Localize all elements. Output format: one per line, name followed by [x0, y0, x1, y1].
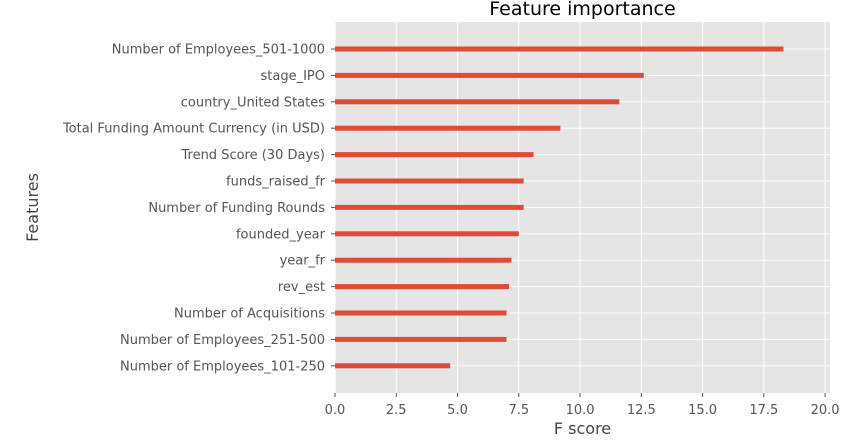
y-tick-label: Number of Employees_501-1000 — [112, 43, 325, 58]
y-tick-label: year_fr — [280, 254, 326, 269]
bars — [335, 46, 784, 369]
y-tick-label: rev_est — [278, 280, 325, 295]
chart-title: Feature importance — [489, 0, 675, 20]
y-tick-label: founded_year — [236, 227, 326, 242]
bar — [335, 99, 620, 105]
x-tick-label: 0.0 — [325, 403, 346, 418]
x-tick-label: 7.5 — [508, 403, 529, 418]
bar — [335, 363, 451, 369]
x-tick-label: 2.5 — [386, 403, 407, 418]
y-tick-label: Number of Employees_251-500 — [120, 333, 325, 348]
bar — [335, 284, 509, 290]
bar — [335, 178, 524, 184]
bar — [335, 152, 534, 158]
bar — [335, 257, 512, 263]
x-axis-label: F score — [554, 419, 611, 438]
y-tick-label: Number of Acquisitions — [174, 307, 325, 322]
x-tick-label: 12.5 — [627, 403, 656, 418]
y-tick-label: Number of Funding Rounds — [148, 201, 325, 216]
x-tick-label: 20.0 — [811, 403, 840, 418]
y-tick-label: funds_raised_fr — [226, 175, 326, 190]
x-tick-label: 10.0 — [566, 403, 595, 418]
bar — [335, 231, 519, 237]
y-tick-label: Trend Score (30 Days) — [180, 148, 325, 163]
y-tick-label: stage_IPO — [261, 69, 326, 84]
x-tick-label: 15.0 — [688, 403, 717, 418]
y-axis-label: Features — [23, 173, 42, 242]
bar — [335, 46, 784, 52]
x-tick-label: 17.5 — [749, 403, 778, 418]
bar — [335, 310, 507, 316]
y-tick-label: Total Funding Amount Currency (in USD) — [62, 122, 325, 137]
y-tick-label: Number of Employees_101-250 — [120, 359, 325, 374]
x-tick-labels: 0.0 2.5 5.0 7.5 10.0 12.5 15.0 17.5 20.0 — [325, 393, 840, 418]
bar — [335, 72, 644, 78]
bar — [335, 336, 507, 342]
y-tick-labels: Number of Employees_501-1000 stage_IPOcou… — [62, 43, 335, 374]
bar — [335, 204, 524, 210]
y-tick-label: country_United States — [181, 95, 325, 110]
x-tick-label: 5.0 — [447, 403, 468, 418]
bar — [335, 125, 561, 131]
